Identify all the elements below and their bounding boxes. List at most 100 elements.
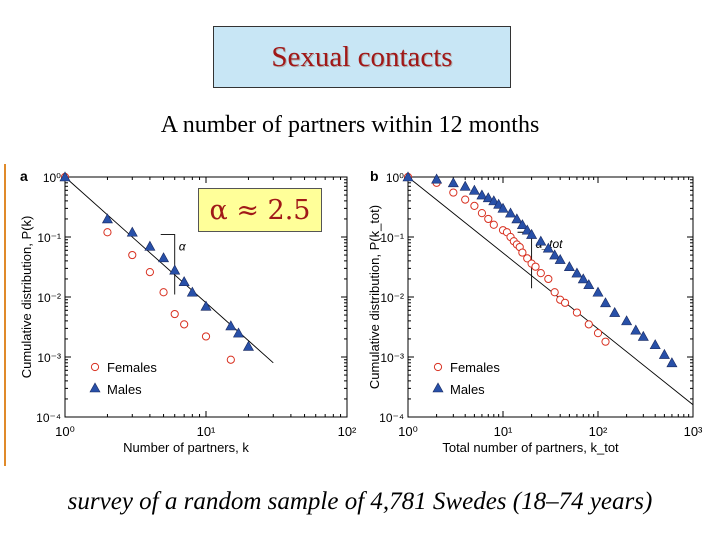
title-box: Sexual contacts (213, 26, 511, 88)
female-point (593, 329, 603, 338)
male-point (630, 324, 642, 335)
male-point (511, 213, 523, 224)
male-point (563, 261, 575, 271)
female-point (201, 332, 211, 341)
male-point (488, 195, 500, 206)
y-tick-label: 10⁻³ (37, 351, 61, 365)
male-point (476, 189, 488, 200)
female-point (560, 298, 570, 307)
female-point (572, 308, 582, 317)
alpha-exponent-box: α ≈ 2.5 (198, 188, 322, 232)
male-point (178, 276, 190, 286)
x-axis-label: Number of partners, k (123, 440, 249, 455)
y-axis-label: Cumulative distribution, P(k) (19, 216, 34, 379)
y-tick-label: 10⁻⁴ (379, 411, 404, 425)
x-tick-label: 10¹ (494, 424, 513, 439)
male-point (402, 171, 414, 182)
accent-rule (4, 164, 6, 466)
male-point (242, 340, 254, 351)
y-tick-label: 10⁻² (37, 291, 61, 305)
y-tick-label: 10⁰ (386, 171, 404, 185)
male-point (158, 252, 170, 263)
y-tick-label: 10⁻³ (380, 351, 404, 365)
male-point (126, 226, 138, 237)
slide-caption: survey of a random sample of 4,781 Swede… (67, 488, 653, 515)
male-point (232, 327, 245, 338)
legend-male-marker (432, 382, 444, 393)
female-point (550, 288, 559, 297)
female-point (477, 209, 487, 218)
male-point (225, 320, 237, 331)
male-point (600, 297, 612, 308)
female-point (584, 320, 593, 329)
legend-male-label: Males (450, 382, 485, 397)
female-point (531, 262, 540, 271)
male-point (447, 177, 459, 188)
male-point (431, 173, 443, 184)
female-point (449, 188, 458, 197)
y-tick-label: 10⁻¹ (380, 231, 404, 245)
male-point (535, 235, 547, 246)
male-point (649, 339, 661, 350)
male-point (497, 202, 509, 213)
slope-bracket (160, 234, 176, 295)
female-point (159, 288, 168, 297)
x-axis-label: Total number of partners, k_tot (442, 440, 619, 455)
slope-annotation: α (179, 240, 187, 254)
female-point (103, 228, 112, 237)
male-point (554, 253, 566, 264)
slide-title: Sexual contacts (271, 40, 453, 73)
male-point (482, 192, 494, 203)
x-tick-label: 10² (338, 424, 357, 439)
male-point (609, 306, 621, 317)
female-point (226, 355, 235, 364)
female-point (601, 337, 610, 346)
male-point (666, 357, 678, 368)
x-tick-label: 10³ (684, 424, 703, 439)
female-point (170, 309, 179, 319)
female-point (461, 195, 470, 204)
legend-female-label: Females (107, 360, 157, 375)
y-tick-label: 10⁻⁴ (36, 411, 61, 425)
male-point (200, 300, 212, 311)
figure-panels: 10⁰ 10¹ 10² 10⁰ 10⁻¹ 10⁻² 10⁻³ 10⁻⁴ a Number of p… (19, 168, 703, 455)
slide-subtitle: A number of partners within 12 months (160, 112, 540, 138)
plot-frame-b (407, 176, 694, 418)
legend-female-label: Females (450, 360, 500, 375)
panel-label-a: a (20, 168, 28, 184)
female-point (536, 269, 545, 278)
male-point (459, 180, 471, 191)
female-point (518, 248, 527, 257)
male-point (186, 286, 198, 297)
male-point (521, 224, 533, 235)
male-point (621, 315, 633, 326)
male-point (516, 219, 528, 230)
y-tick-label: 10⁻¹ (37, 231, 61, 245)
legend-female-marker (433, 362, 443, 372)
female-point (470, 201, 479, 210)
y-tick-label: 10⁻² (380, 291, 404, 305)
male-point (101, 213, 113, 224)
female-point (489, 220, 498, 229)
male-point (577, 273, 589, 284)
female-point (484, 214, 493, 224)
female-point (128, 250, 137, 260)
male-point (658, 348, 670, 359)
male-point (637, 330, 649, 341)
male-point (592, 286, 604, 297)
panel-label-b: b (370, 168, 379, 184)
male-point (505, 207, 517, 218)
x-tick-label: 10⁰ (55, 424, 75, 439)
x-tick-label: 10² (589, 424, 608, 439)
legend-female-marker (90, 362, 100, 372)
female-point (523, 254, 532, 263)
y-axis-label: Cumulative distribution, P(k_tot) (367, 205, 382, 389)
female-point (145, 268, 154, 277)
fit-line (407, 176, 694, 406)
male-point (571, 267, 583, 278)
male-point (549, 249, 561, 260)
legend-male-marker (89, 382, 101, 393)
x-tick-label: 10¹ (197, 424, 216, 439)
legend-male-label: Males (107, 382, 142, 397)
y-tick-label: 10⁰ (43, 171, 61, 185)
